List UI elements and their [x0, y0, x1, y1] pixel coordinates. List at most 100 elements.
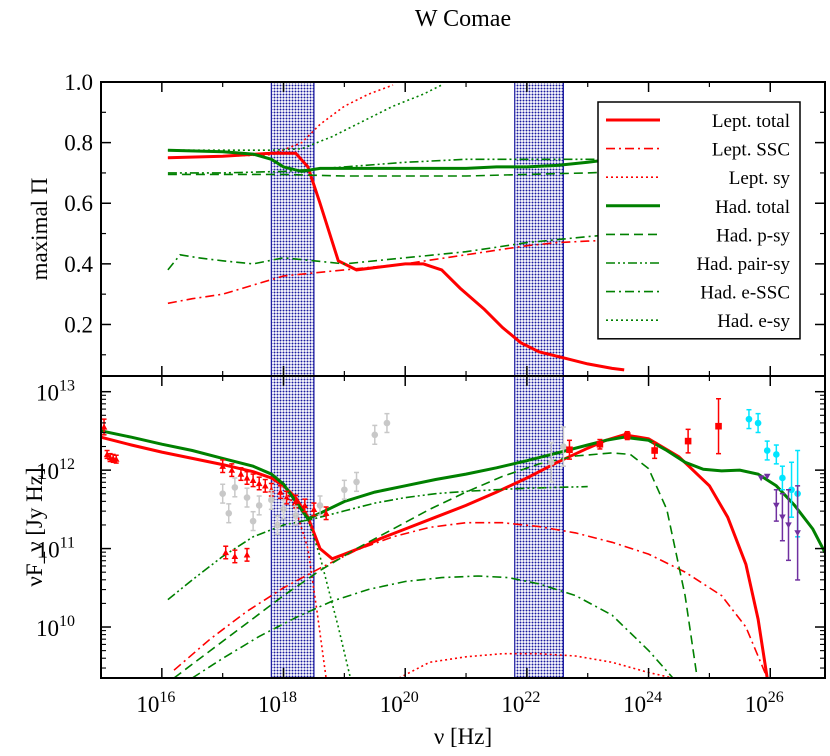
energy-band-1 — [270, 81, 315, 377]
red-triangles-point — [219, 459, 226, 474]
red-triangles-point — [243, 547, 251, 562]
legend-entry: Lept. SSC — [606, 140, 790, 161]
grey-points-point — [268, 489, 275, 511]
polarization-curves — [167, 84, 625, 372]
grey-points-point — [560, 426, 567, 467]
curve-had-pairsy — [167, 158, 625, 174]
grey-points-point — [280, 499, 287, 520]
energy-band-2 — [514, 81, 564, 377]
red-squares-point — [684, 428, 692, 454]
purple-uplim-point — [779, 492, 786, 542]
bottom-ytick-label: 1010 — [36, 613, 75, 641]
curve-lept-sy — [101, 436, 327, 678]
grey-points-point — [547, 441, 555, 483]
red-squares-point — [651, 441, 658, 460]
red-triangles-point — [301, 498, 309, 513]
purple-uplim-point — [763, 473, 771, 480]
curve-had-total — [101, 429, 825, 554]
red-triangles-point — [249, 473, 257, 488]
red-triangles-point — [237, 467, 245, 482]
red-triangles-point — [231, 549, 239, 564]
curve-lept-total — [167, 151, 625, 372]
top-ytick-label: 0.8 — [64, 131, 93, 156]
purple-uplim-point — [794, 485, 801, 581]
purple-uplim-point — [757, 475, 765, 482]
top-ylabel: maximal Π — [27, 178, 52, 281]
grey-points-point — [341, 479, 348, 500]
purple-uplim-point — [785, 488, 792, 562]
bottom-ytick-label: 1011 — [37, 535, 75, 563]
curve-had-essc — [167, 232, 625, 271]
cyan-points-point — [754, 412, 762, 434]
grey-points-point — [292, 505, 299, 526]
observations — [101, 397, 801, 581]
xtick-label: 1022 — [501, 689, 540, 717]
legend-label: Lept. total — [712, 111, 790, 132]
purple-uplim-point — [773, 488, 780, 522]
grey-points-point — [383, 412, 391, 434]
red-triangles-point — [310, 502, 318, 517]
bottom-ylabel: νF_ν [Jy Hz] — [22, 467, 47, 586]
cyan-points-point — [763, 440, 771, 461]
legend-entry: Lept. total — [606, 111, 790, 132]
curve-lept-ssc — [173, 521, 768, 678]
grey-points-point — [243, 487, 251, 508]
bottom-ytick-label: 1012 — [36, 456, 75, 484]
bottom-frame — [100, 375, 826, 679]
xtick-label: 1018 — [258, 689, 297, 717]
xtick-label: 1016 — [136, 689, 175, 717]
top-ytick-label: 1.0 — [64, 70, 93, 95]
cyan-points-point — [745, 408, 753, 430]
grey-points-point — [225, 503, 233, 524]
curve-lept-sy2 — [398, 652, 674, 678]
legend-entry: Had. p-sy — [606, 225, 790, 246]
curve-had-total — [167, 148, 625, 173]
red-triangles-point — [222, 545, 230, 560]
grey-points-point — [219, 483, 226, 504]
top-ytick-label: 0.4 — [64, 252, 93, 277]
red-triangles-point — [261, 478, 269, 493]
bottom-ytick-label: 1013 — [36, 378, 75, 406]
top-ytick-label: 0.2 — [64, 312, 93, 337]
top-ytick-label: 0.6 — [64, 191, 93, 216]
grey-points-point — [316, 495, 324, 516]
legend: Lept. total Lept. SSC Lept. sy Had. total Ha… — [597, 101, 801, 340]
red-triangles-point — [112, 454, 120, 464]
grey-points-point — [231, 477, 239, 498]
red-triangles-point — [255, 476, 263, 491]
legend-label: Had. total — [715, 197, 790, 218]
curve-lept-sy — [167, 84, 394, 159]
legend-label: Had. e-SSC — [700, 283, 790, 304]
xtick-label: 1026 — [745, 689, 784, 717]
curve-lept-ssc — [167, 238, 625, 305]
red-squares-point — [596, 438, 604, 450]
grey-points-point — [371, 424, 379, 445]
x-axis-label: ν [Hz] — [434, 724, 492, 749]
cyan-points-point — [773, 444, 780, 465]
red-triangles-point — [228, 463, 236, 478]
xtick-label: 1024 — [623, 689, 662, 717]
curve-had-esy — [167, 84, 443, 151]
legend-label: Lept. sy — [729, 168, 791, 189]
red-squares-point — [623, 430, 631, 441]
red-triangles-point — [243, 470, 251, 485]
legend-label: Lept. SSC — [712, 140, 790, 161]
cyan-points-point — [779, 465, 786, 491]
legend-label: Had. p-sy — [716, 225, 790, 246]
grey-points-point — [274, 514, 281, 536]
legend-label: Had. pair-sy — [696, 254, 790, 275]
legend-label: Had. e-sy — [717, 311, 790, 332]
red-squares-point — [715, 397, 722, 455]
cyan-points-point — [788, 461, 795, 518]
legend-entry: Had. e-sy — [606, 311, 790, 332]
curve-had-esy — [101, 430, 352, 678]
polarization-panel: 0.2 0.4 0.6 0.8 1.0 — [64, 70, 826, 678]
curve-had-essc — [191, 575, 674, 678]
grey-points-point — [255, 495, 263, 516]
red-triangles-point — [322, 506, 330, 521]
legend-entry: Had. e-SSC — [606, 283, 790, 304]
legend-entry: Lept. sy — [606, 168, 790, 189]
grey-points-point — [353, 471, 360, 493]
legend-entry: Had. pair-sy — [606, 254, 790, 275]
